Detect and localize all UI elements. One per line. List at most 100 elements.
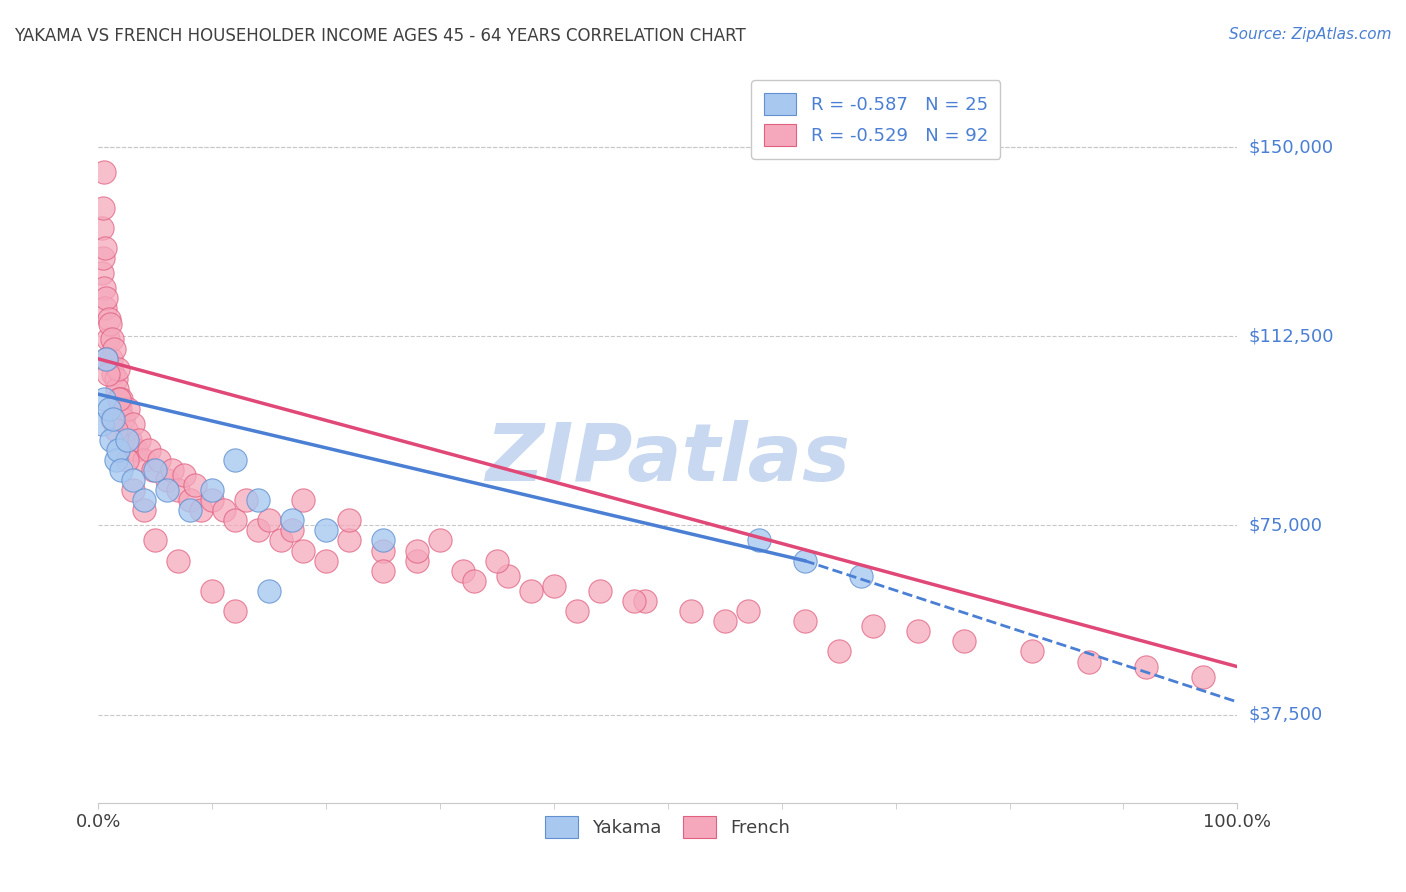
Point [1135,659,1157,673]
Point [315,554,337,568]
Point [224,513,246,527]
Point [224,452,246,467]
Point [114,423,136,437]
Point [104,372,127,386]
Point [337,513,360,527]
Point [138,442,160,457]
Point [246,524,269,538]
Point [125,442,148,457]
Point [142,463,165,477]
Point [451,564,474,578]
Point [115,452,138,467]
Point [96,291,118,305]
Point [565,604,588,618]
Point [1192,670,1215,684]
Point [520,583,543,598]
Point [132,503,155,517]
Point [737,604,759,618]
Point [907,624,929,639]
Point [148,452,170,467]
Point [201,583,224,598]
Point [91,201,114,215]
Point [953,634,976,648]
Point [101,412,124,426]
Point [292,543,315,558]
Point [108,392,131,407]
Point [543,579,565,593]
Text: YAKAMA VS FRENCH HOUSEHOLDER INCOME AGES 45 - 64 YEARS CORRELATION CHART: YAKAMA VS FRENCH HOUSEHOLDER INCOME AGES… [14,27,745,45]
Point [156,473,179,487]
Point [156,483,179,497]
Point [100,433,122,447]
Point [128,433,150,447]
Point [371,533,394,548]
Point [104,423,127,437]
Point [96,351,118,366]
Point [714,614,737,628]
Point [201,483,224,497]
Point [94,241,117,255]
Point [167,554,190,568]
Text: $37,500: $37,500 [1249,706,1323,723]
Point [173,467,195,482]
Point [1078,655,1101,669]
Point [107,362,129,376]
Point [104,452,127,467]
Point [98,317,121,331]
Point [90,266,112,280]
Point [107,442,129,457]
Point [429,533,451,548]
Point [212,503,235,517]
Point [315,524,337,538]
Text: ZIPatlas: ZIPatlas [485,420,851,498]
Point [828,644,851,658]
Point [108,392,131,407]
Point [406,543,429,558]
Point [201,493,224,508]
Point [167,483,190,497]
Point [145,533,167,548]
Text: $75,000: $75,000 [1249,516,1323,534]
Point [94,301,117,316]
Point [132,452,155,467]
Point [498,569,520,583]
Point [371,543,394,558]
Point [406,554,429,568]
Point [115,433,138,447]
Point [97,311,120,326]
Point [259,513,281,527]
Point [623,594,645,608]
Point [96,332,118,346]
Point [748,533,770,548]
Point [112,412,135,426]
Point [463,574,485,588]
Point [103,342,125,356]
Point [100,351,122,366]
Text: $150,000: $150,000 [1249,138,1333,156]
Point [103,412,125,426]
Point [96,367,118,381]
Point [121,483,143,497]
Point [190,503,212,517]
Point [162,463,184,477]
Point [121,417,143,432]
Point [246,493,269,508]
Point [93,281,115,295]
Point [105,382,128,396]
Point [1021,644,1043,658]
Point [179,493,201,508]
Point [97,402,120,417]
Point [634,594,657,608]
Point [145,463,167,477]
Point [108,402,131,417]
Point [862,619,884,633]
Text: Source: ZipAtlas.com: Source: ZipAtlas.com [1229,27,1392,42]
Point [679,604,702,618]
Legend: Yakama, French: Yakama, French [538,808,797,845]
Point [90,417,112,432]
Point [851,569,873,583]
Point [103,367,125,381]
Point [110,463,132,477]
Point [235,493,257,508]
Point [132,493,155,508]
